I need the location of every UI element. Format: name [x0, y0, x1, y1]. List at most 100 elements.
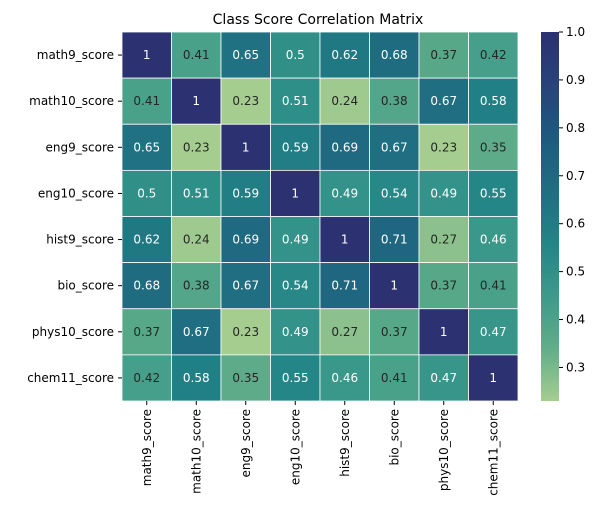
- cell-value-label: 0.38: [183, 279, 210, 293]
- heatmap-cell: [418, 123, 469, 171]
- cell-value-label: 0.24: [331, 94, 358, 108]
- heatmap-cell: [418, 262, 469, 310]
- cell-value-label: 0.37: [430, 279, 457, 293]
- cell-value-label: 0.37: [381, 325, 408, 339]
- colorbar-tick-label: 0.6: [566, 217, 585, 231]
- cell-value-label: 0.54: [381, 186, 408, 200]
- row-tick-label: eng10_score: [38, 186, 114, 200]
- heatmap-cell: [171, 262, 222, 310]
- column-tick-label: phys10_score: [437, 409, 451, 491]
- cell-value-label: 0.68: [133, 279, 160, 293]
- cell-value-label: 0.5: [286, 48, 305, 62]
- cell-value-label: 0.41: [480, 279, 507, 293]
- cell-value-label: 0.62: [133, 233, 160, 247]
- heatmap-cell: [369, 77, 420, 125]
- cell-value-label: 0.67: [381, 140, 408, 154]
- heatmap-cell: [369, 262, 420, 310]
- cell-value-label: 1: [242, 140, 250, 154]
- cell-value-label: 0.67: [430, 94, 457, 108]
- heatmap-cell: [171, 31, 222, 79]
- colorbar-tick-label: 0.3: [566, 360, 585, 374]
- heatmap-cell: [319, 123, 370, 171]
- cell-value-label: 0.67: [183, 325, 210, 339]
- cell-value-label: 1: [192, 94, 200, 108]
- cell-value-label: 0.23: [183, 140, 210, 154]
- heatmap-cell: [220, 308, 271, 356]
- cell-value-label: 0.27: [331, 325, 358, 339]
- heatmap-cell: [319, 308, 370, 356]
- colorbar-gradient: [541, 32, 559, 401]
- cell-value-label: 0.49: [282, 233, 309, 247]
- cell-value-label: 0.46: [480, 233, 507, 247]
- row-tick-label: chem11_score: [27, 371, 114, 385]
- cell-value-label: 0.47: [480, 325, 507, 339]
- cell-value-label: 0.69: [331, 140, 358, 154]
- colorbar-tick-label: 0.8: [566, 121, 585, 135]
- heatmap-cell: [171, 308, 222, 356]
- cell-value-label: 0.55: [480, 186, 507, 200]
- heatmap-cell: [369, 308, 420, 356]
- column-tick-label: hist9_score: [338, 409, 352, 477]
- heatmap-cell: [369, 123, 420, 171]
- colorbar-tick-label: 0.9: [566, 73, 585, 87]
- heatmap-cell: [369, 31, 420, 79]
- cell-value-label: 1: [489, 371, 497, 385]
- row-tick-label: phys10_score: [32, 325, 114, 339]
- cell-value-label: 0.58: [480, 94, 507, 108]
- cell-value-label: 0.41: [133, 94, 160, 108]
- colorbar-tick-label: 1.0: [566, 25, 585, 39]
- cell-value-label: 0.41: [183, 48, 210, 62]
- heatmap-cell: [121, 308, 172, 356]
- cell-value-label: 0.49: [282, 325, 309, 339]
- cell-value-label: 1: [341, 233, 349, 247]
- row-tick-label: bio_score: [57, 279, 114, 293]
- cell-value-label: 0.65: [232, 48, 259, 62]
- heatmap-cell: [121, 31, 172, 79]
- heatmap-cell: [319, 169, 370, 217]
- cell-value-label: 0.35: [480, 140, 507, 154]
- cell-value-label: 0.67: [232, 279, 259, 293]
- cell-value-label: 0.46: [331, 371, 358, 385]
- column-tick-labels: math9_score math10_score eng9_score eng10_s…: [140, 401, 500, 496]
- heatmap-cell: [270, 123, 321, 171]
- cell-value-label: 0.23: [430, 140, 457, 154]
- cell-value-label: 0.54: [282, 279, 309, 293]
- cell-value-label: 0.62: [331, 48, 358, 62]
- cell-value-label: 0.51: [183, 186, 210, 200]
- heatmap-cell: [220, 354, 271, 402]
- row-tick-label: eng9_score: [46, 140, 114, 154]
- heatmap-cell: [220, 31, 271, 79]
- heatmap-cell: [468, 308, 519, 356]
- heatmap-cell: [270, 216, 321, 264]
- heatmap-cell: [418, 308, 469, 356]
- cell-value-label: 0.41: [381, 371, 408, 385]
- row-tick-label: math9_score: [37, 48, 114, 62]
- column-tick-label: chem11_score: [486, 409, 500, 496]
- heatmap-cell: [468, 77, 519, 125]
- cell-value-label: 0.35: [232, 371, 259, 385]
- cell-value-label: 0.5: [137, 186, 156, 200]
- cell-value-label: 1: [291, 186, 299, 200]
- cell-value-label: 1: [390, 279, 398, 293]
- column-tick-label: bio_score: [387, 409, 401, 466]
- heatmap-cell: [418, 216, 469, 264]
- heatmap-cell: [319, 216, 370, 264]
- column-tick-label: math9_score: [140, 409, 154, 486]
- cell-value-label: 0.59: [282, 140, 309, 154]
- heatmap-cell: [468, 262, 519, 310]
- cell-value-label: 0.42: [480, 48, 507, 62]
- heatmap-cell: [468, 216, 519, 264]
- column-tick-label: eng9_score: [239, 409, 253, 477]
- heatmap-cell: [468, 31, 519, 79]
- heatmap-cells: 1 0.41 0.65 0.5 0.62 0.68 0.37 0.42 0.41 1 0.23 0.5…: [121, 31, 519, 402]
- heatmap-cell: [220, 262, 271, 310]
- cell-value-label: 0.59: [232, 186, 259, 200]
- heatmap-cell: [270, 77, 321, 125]
- colorbar-tick-label: 0.7: [566, 169, 585, 183]
- cell-value-label: 0.27: [430, 233, 457, 247]
- cell-value-label: 0.51: [282, 94, 309, 108]
- colorbar: 0.3 0.4 0.5 0.6 0.7 0.8 0.9 1.0: [541, 25, 585, 401]
- cell-value-label: 0.68: [381, 48, 408, 62]
- chart-title: Class Score Correlation Matrix: [213, 12, 424, 28]
